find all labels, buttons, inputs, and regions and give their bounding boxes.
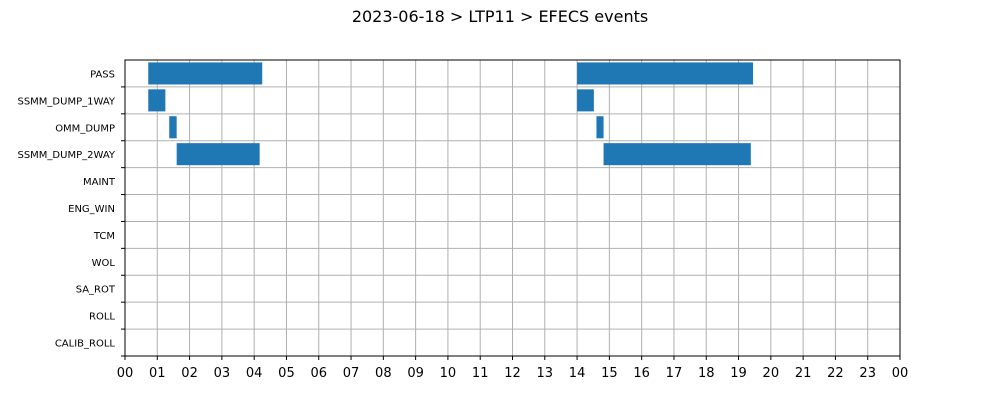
event-bar bbox=[148, 89, 166, 112]
event-bar bbox=[577, 89, 594, 112]
x-tick-label: 12 bbox=[504, 366, 521, 381]
x-tick-label: 14 bbox=[569, 366, 586, 381]
event-bar bbox=[169, 116, 177, 139]
x-tick-label: 18 bbox=[698, 366, 715, 381]
event-bar bbox=[603, 143, 751, 166]
x-tick-label: 13 bbox=[537, 366, 554, 381]
x-tick-label: 02 bbox=[181, 366, 198, 381]
y-tick-label: PASS bbox=[90, 69, 115, 80]
x-axis: 00 01 02 03 04 05 06 07 08 09 10 11 12 13 14 15 16 17 18 19… bbox=[117, 356, 909, 381]
x-tick-label: 22 bbox=[827, 366, 844, 381]
x-tick-label: 19 bbox=[730, 366, 747, 381]
y-tick-label: SSMM_DUMP_2WAY bbox=[17, 150, 115, 161]
x-tick-label: 20 bbox=[763, 366, 780, 381]
event-bars bbox=[148, 62, 754, 166]
y-tick-label: ROLL bbox=[89, 312, 115, 323]
y-tick-label: CALIB_ROLL bbox=[55, 339, 116, 350]
x-tick-label: 10 bbox=[440, 366, 457, 381]
event-bar bbox=[577, 62, 754, 85]
x-tick-label: 17 bbox=[666, 366, 683, 381]
y-tick-label: SSMM_DUMP_1WAY bbox=[17, 96, 115, 107]
event-bar bbox=[176, 143, 260, 166]
x-tick-label: 11 bbox=[472, 366, 489, 381]
y-axis: PASS SSMM_DUMP_1WAY OMM_DUMP SSMM_DUMP_2WAY… bbox=[17, 69, 125, 357]
x-tick-label: 23 bbox=[859, 366, 876, 381]
x-tick-label: 21 bbox=[795, 366, 812, 381]
event-bar bbox=[148, 62, 263, 85]
y-tick-label: WOL bbox=[92, 258, 116, 269]
x-tick-label: 16 bbox=[633, 366, 650, 381]
y-tick-label: ENG_WIN bbox=[68, 204, 115, 215]
chart-title: 2023-06-18 > LTP11 > EFECS events bbox=[352, 7, 648, 26]
x-tick-label: 04 bbox=[246, 366, 263, 381]
x-tick-label: 09 bbox=[407, 366, 424, 381]
x-tick-label: 15 bbox=[601, 366, 618, 381]
y-tick-label: MAINT bbox=[83, 177, 116, 188]
x-tick-label: 08 bbox=[375, 366, 392, 381]
grid-lines bbox=[124, 60, 901, 357]
x-tick-label: 06 bbox=[310, 366, 327, 381]
x-tick-label: 07 bbox=[343, 366, 360, 381]
x-tick-label: 00 bbox=[117, 366, 134, 381]
x-tick-label: 01 bbox=[149, 366, 166, 381]
y-tick-label: TCM bbox=[93, 231, 115, 242]
y-tick-label: SA_ROT bbox=[76, 285, 116, 296]
x-tick-label: 00 bbox=[892, 366, 909, 381]
x-tick-label: 03 bbox=[214, 366, 231, 381]
y-tick-label: OMM_DUMP bbox=[55, 123, 115, 134]
x-tick-label: 05 bbox=[278, 366, 295, 381]
event-bar bbox=[596, 116, 604, 139]
